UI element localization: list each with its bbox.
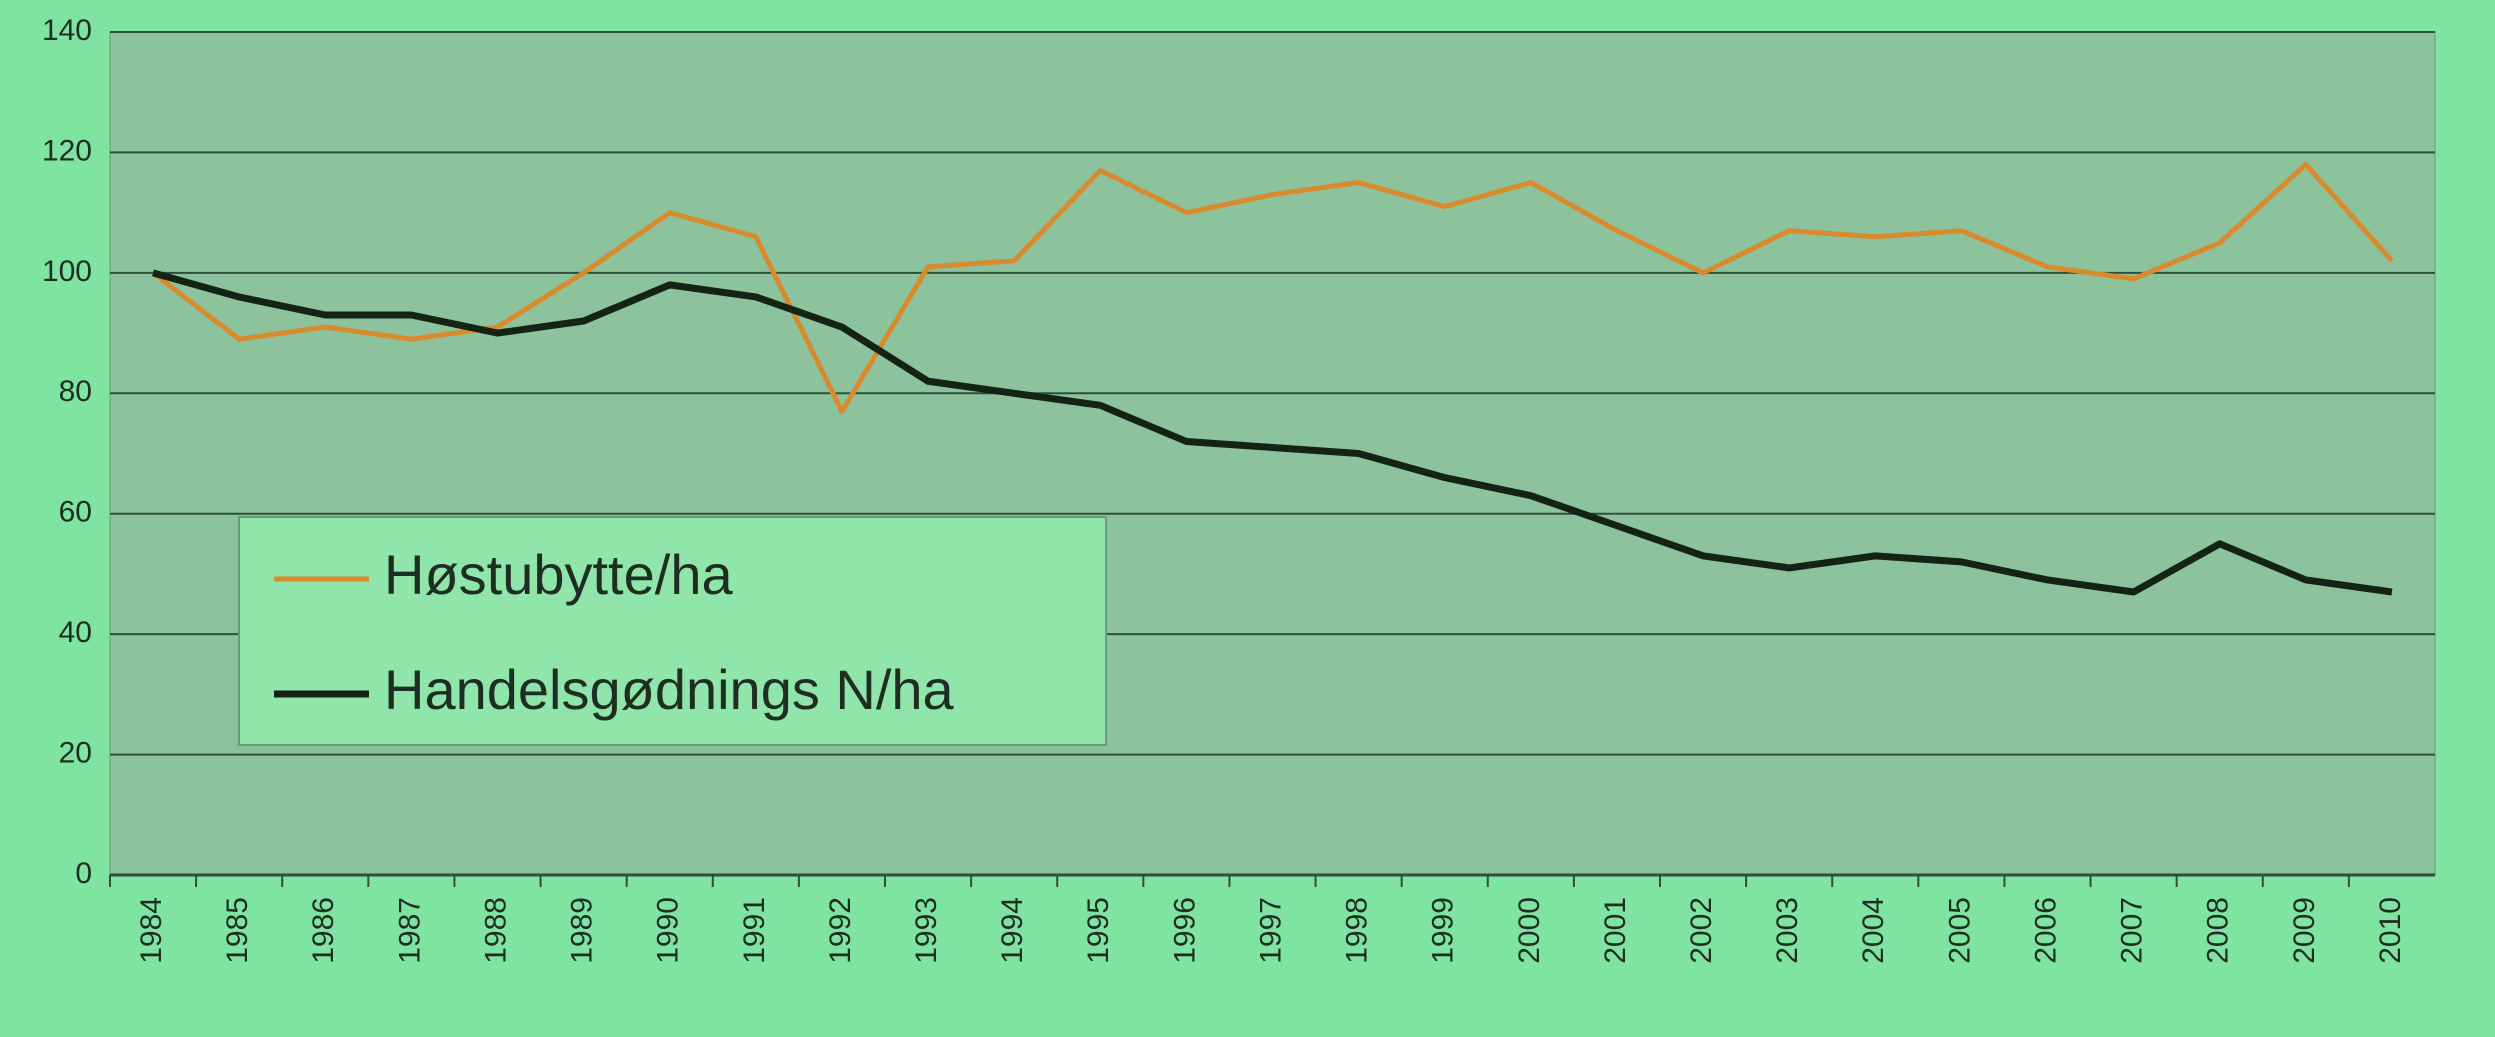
x-tick-label: 1994 [996, 897, 1029, 964]
x-tick-label: 1987 [393, 897, 426, 964]
y-tick-label: 60 [59, 496, 92, 529]
x-tick-label: 1999 [1427, 897, 1460, 964]
y-tick-label: 20 [59, 736, 92, 769]
x-tick-label: 1990 [652, 897, 685, 964]
x-tick-label: 2009 [2288, 897, 2321, 964]
x-tick-label: 1998 [1341, 897, 1374, 964]
x-tick-label: 2007 [2116, 897, 2149, 964]
series-line [152, 269, 2393, 596]
x-tick-label: 1992 [824, 897, 857, 964]
x-tick-label: 1986 [307, 897, 340, 964]
x-tick-label: 2000 [1513, 897, 1546, 964]
y-tick-label: 140 [42, 14, 92, 47]
x-tick-label: 1993 [910, 897, 943, 964]
x-tick-label: 1996 [1168, 897, 1201, 964]
y-tick-label: 40 [59, 616, 92, 649]
x-tick-label: 1985 [221, 897, 254, 964]
x-tick-label: 1997 [1254, 897, 1287, 964]
x-tick-label: 2002 [1685, 897, 1718, 964]
legend-label: Handelsgødnings N/ha [384, 658, 955, 721]
x-tick-label: 1988 [479, 897, 512, 964]
x-tick-label: 2003 [1771, 897, 1804, 964]
y-tick-label: 120 [42, 134, 92, 167]
x-tick-label: 2010 [2374, 897, 2407, 964]
y-tick-label: 80 [59, 375, 92, 408]
y-tick-label: 100 [42, 255, 92, 288]
x-tick-label: 2001 [1599, 897, 1632, 964]
legend-label: Høstubytte/ha [384, 543, 733, 606]
x-tick-label: 1995 [1082, 897, 1115, 964]
plot-area [109, 31, 2436, 876]
series-line [151, 161, 2394, 414]
x-tick-label: 1991 [738, 897, 771, 964]
x-tick-label: 1989 [566, 897, 599, 964]
x-tick-label: 1984 [135, 897, 168, 964]
x-tick-label: 2004 [1857, 897, 1890, 964]
legend-box [238, 516, 1107, 746]
x-tick-label: 2008 [2202, 897, 2235, 964]
x-tick-label: 2005 [1943, 897, 1976, 964]
x-tick-label: 2006 [2029, 897, 2062, 964]
y-tick-label: 0 [75, 857, 92, 890]
